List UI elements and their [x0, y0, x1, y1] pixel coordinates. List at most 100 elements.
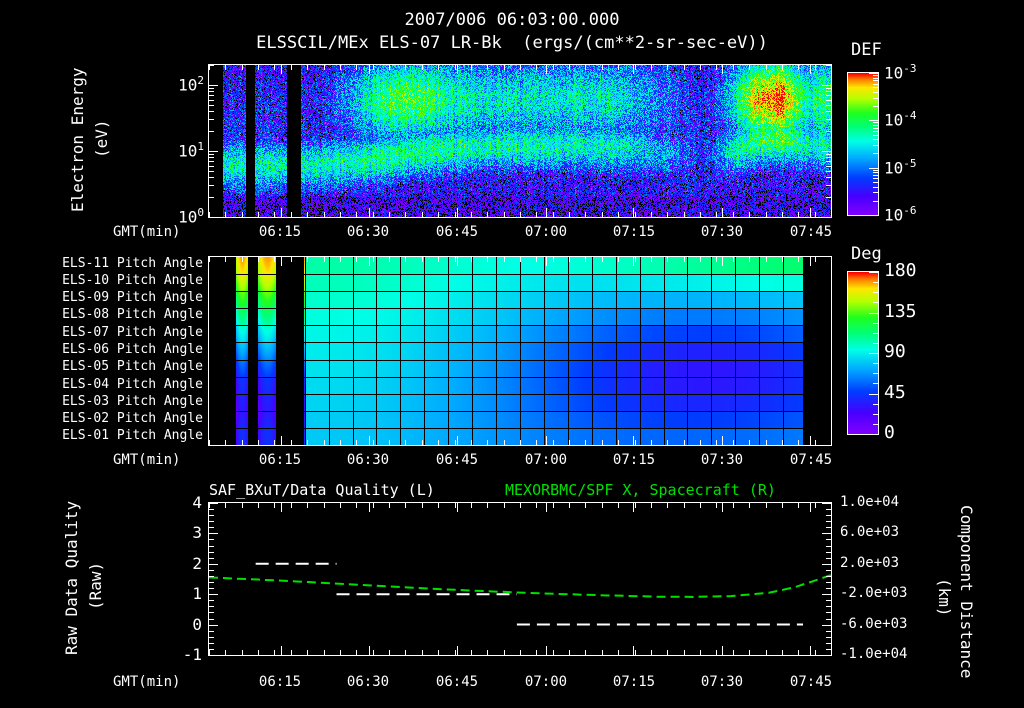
- tick-mark: [455, 212, 456, 217]
- tick-mark: [356, 650, 357, 655]
- tick-mark: [826, 197, 831, 198]
- tick-mark: [569, 440, 570, 445]
- tick-mark: [281, 208, 282, 217]
- tick-mark: [873, 333, 878, 334]
- tick-mark: [520, 257, 521, 262]
- tick-mark: [209, 257, 210, 262]
- tick-mark: [209, 612, 214, 613]
- y-tick-label: 101: [178, 140, 204, 161]
- tick-mark: [766, 650, 767, 655]
- tick-mark: [749, 503, 750, 508]
- tick-mark: [873, 363, 878, 364]
- tick-mark: [873, 323, 878, 324]
- tick-mark: [389, 650, 390, 655]
- y-tick-label-left: 1: [192, 584, 202, 603]
- tick-mark: [471, 257, 472, 262]
- x-tick-label: 07:15: [612, 452, 656, 468]
- tick-mark: [826, 111, 831, 112]
- tick-mark: [504, 503, 505, 508]
- tick-mark: [291, 440, 292, 445]
- tick-mark: [815, 440, 816, 445]
- tick-mark: [700, 212, 701, 217]
- tick-mark: [487, 212, 488, 217]
- tick-mark: [471, 650, 472, 655]
- tick-mark: [869, 215, 878, 216]
- tick-mark: [826, 509, 831, 510]
- tick-mark: [822, 151, 831, 152]
- tick-mark: [826, 88, 831, 89]
- x-tick-label: 06:45: [435, 452, 479, 468]
- tick-mark: [569, 650, 570, 655]
- tick-mark: [291, 257, 292, 262]
- tick-mark: [340, 65, 341, 70]
- tick-mark: [487, 440, 488, 445]
- y-tick-label-right: -1.0e+04: [840, 646, 908, 662]
- tick-mark: [209, 85, 218, 86]
- panel3-title-left: SAF_BXuT/Data Quality (L): [209, 481, 435, 499]
- tick-mark: [209, 588, 214, 589]
- tick-mark: [471, 212, 472, 217]
- panel2-ticks: [208, 256, 832, 446]
- x-tick-label: 06:30: [346, 224, 390, 240]
- tick-mark: [716, 503, 717, 508]
- tick-mark: [873, 383, 878, 384]
- tick-mark: [369, 503, 370, 512]
- pitch-angle-row-label: ELS-06 Pitch Angle: [62, 342, 203, 357]
- tick-mark: [585, 650, 586, 655]
- panel3-ytick-labels-left: 4 3 2 1 0 -1: [152, 493, 202, 664]
- tick-mark: [209, 197, 214, 198]
- tick-mark: [873, 106, 878, 107]
- tick-mark: [782, 503, 783, 508]
- tick-mark: [873, 128, 878, 129]
- tick-mark: [635, 65, 636, 70]
- tick-mark: [307, 65, 308, 70]
- tick-mark: [810, 257, 811, 266]
- panel2-frame: [208, 256, 832, 446]
- tick-mark: [457, 436, 458, 445]
- tick-mark: [438, 257, 439, 262]
- panel3-ylabel-right-line1: Component Distance: [957, 505, 976, 679]
- tick-mark: [340, 257, 341, 262]
- tick-mark: [520, 503, 521, 508]
- tick-mark: [798, 257, 799, 262]
- tick-mark: [667, 650, 668, 655]
- tick-mark: [826, 552, 831, 553]
- colorbar-tick-label: 10-4: [884, 109, 917, 130]
- tick-mark: [209, 91, 214, 92]
- tick-mark: [618, 440, 619, 445]
- tick-mark: [810, 436, 811, 445]
- tick-mark: [209, 166, 214, 167]
- tick-mark: [281, 65, 282, 74]
- tick-mark: [873, 178, 878, 179]
- panel1-xtick-labels: 06:15 06:30 06:45 07:00 07:15 07:30 07:45: [208, 224, 832, 242]
- tick-mark: [826, 588, 831, 589]
- tick-mark: [405, 65, 406, 70]
- tick-mark: [546, 646, 547, 655]
- tick-mark: [258, 212, 259, 217]
- tick-mark: [831, 257, 832, 262]
- electron-energy-spectrogram-canvas[interactable]: [209, 65, 831, 217]
- tick-mark: [274, 650, 275, 655]
- tick-mark: [826, 166, 831, 167]
- tick-mark: [389, 503, 390, 508]
- pitch-angle-spectrogram-canvas[interactable]: [209, 257, 831, 445]
- tick-mark: [258, 650, 259, 655]
- tick-mark: [618, 65, 619, 70]
- tick-mark: [869, 434, 878, 435]
- x-tick-label: 07:45: [789, 674, 833, 690]
- tick-mark: [716, 212, 717, 217]
- tick-mark: [536, 257, 537, 262]
- tick-mark: [873, 187, 878, 188]
- tick-mark: [831, 212, 832, 217]
- data-quality-line-canvas[interactable]: [209, 503, 831, 655]
- tick-mark: [242, 650, 243, 655]
- tick-mark: [258, 257, 259, 262]
- y-tick-label-left: 2: [192, 554, 202, 573]
- tick-mark: [405, 650, 406, 655]
- tick-mark: [869, 120, 878, 121]
- tick-mark: [389, 65, 390, 70]
- tick-mark: [602, 212, 603, 217]
- tick-mark: [422, 65, 423, 70]
- tick-mark: [815, 503, 816, 508]
- tick-mark: [209, 100, 214, 101]
